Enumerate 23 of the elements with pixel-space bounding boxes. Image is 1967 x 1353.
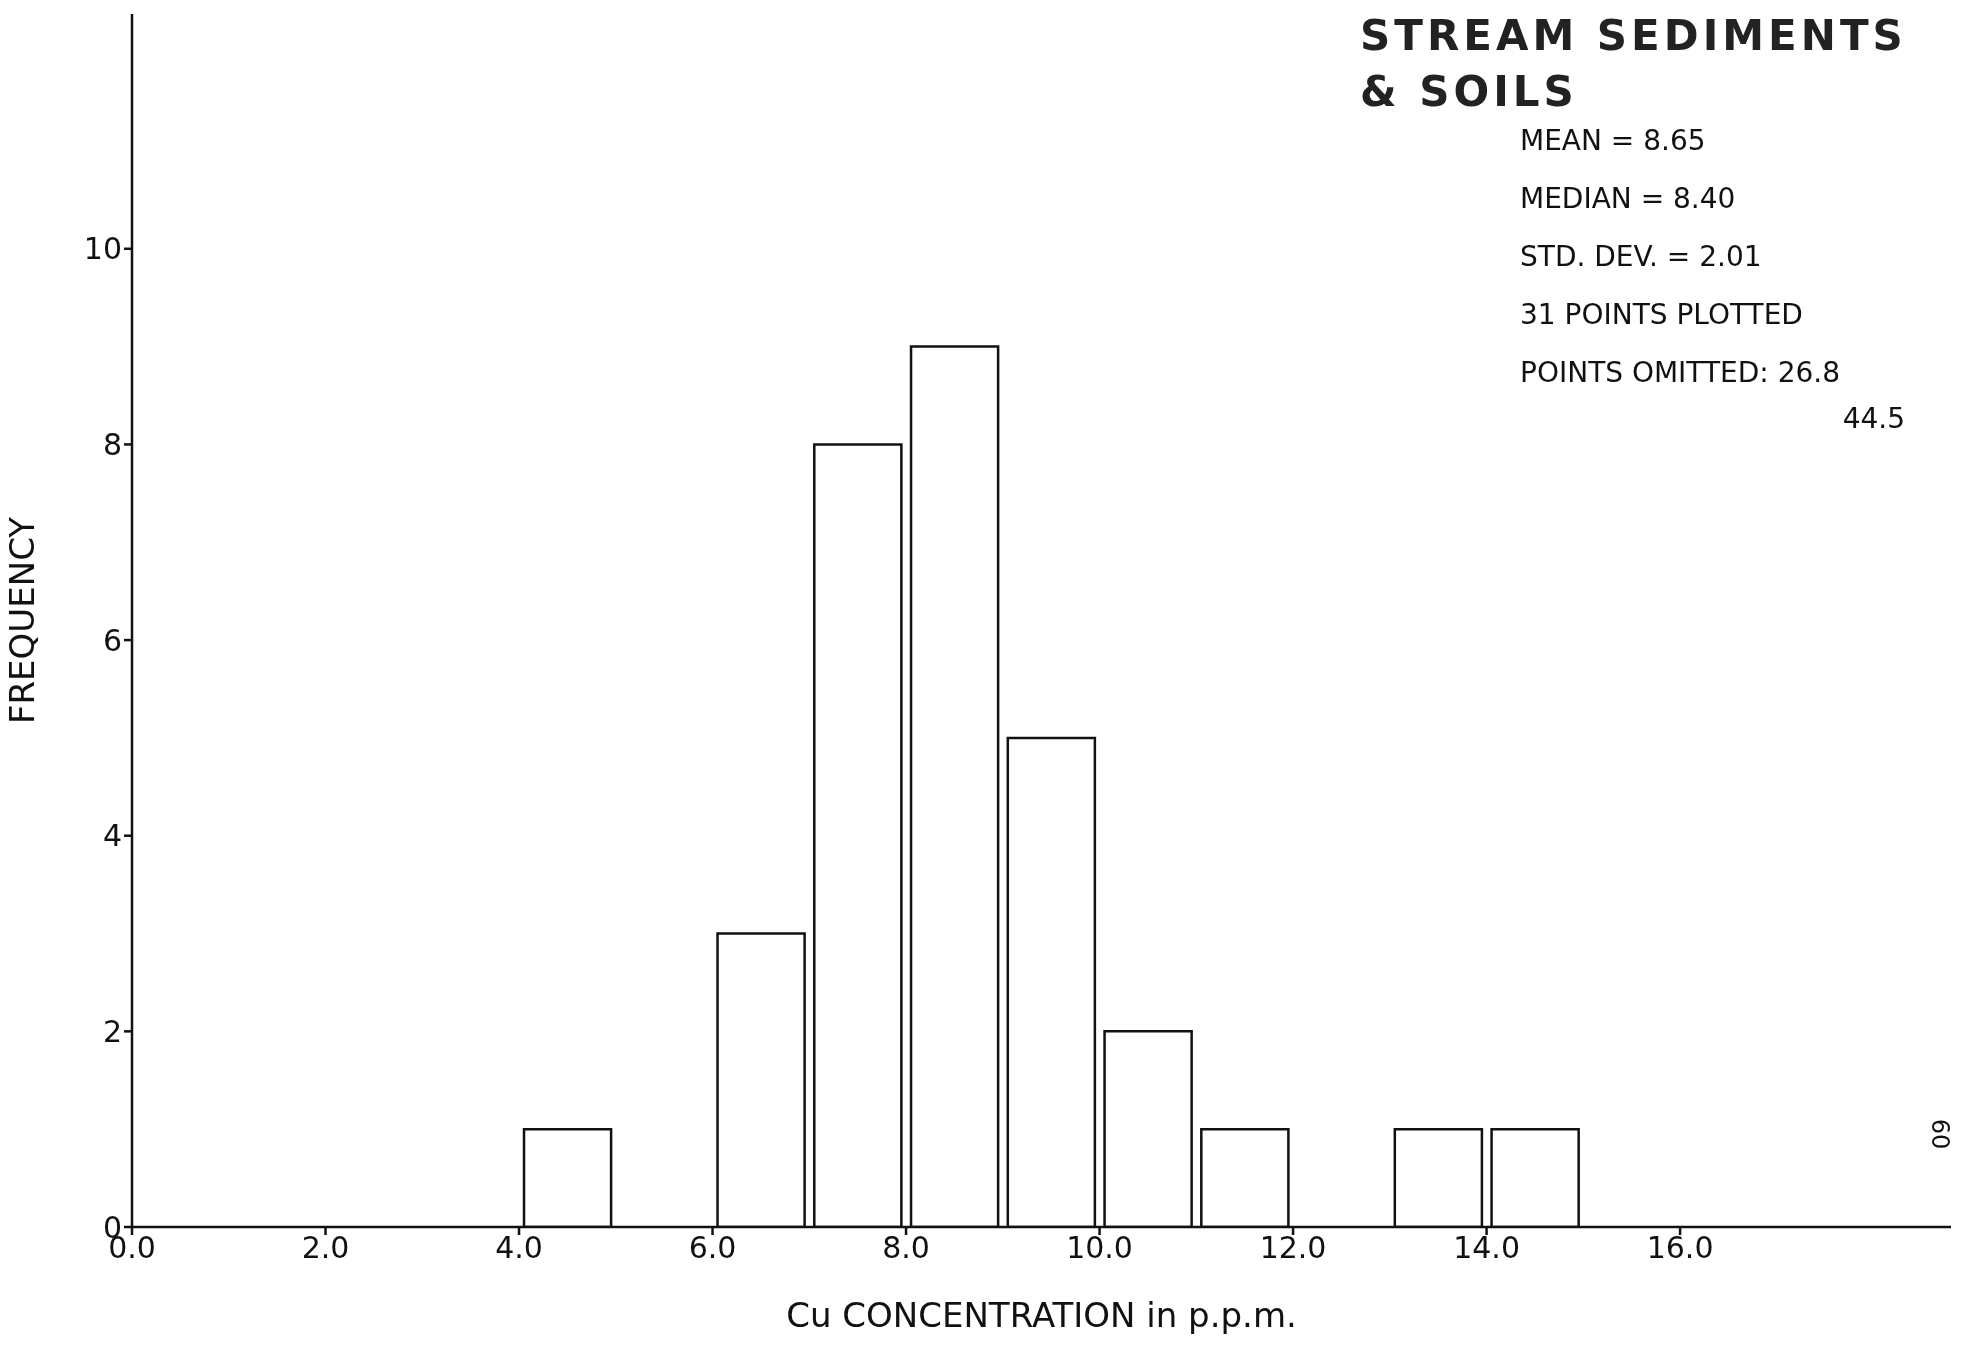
x-tick-label: 14.0 <box>1453 1230 1520 1266</box>
x-tick-label: 10.0 <box>1066 1230 1133 1266</box>
y-tick-label: 4 <box>102 818 122 854</box>
y-tick-label: 8 <box>102 427 122 463</box>
y-tick-label: 2 <box>102 1014 122 1049</box>
annotation: MEAN = 8.65 <box>1520 124 1706 157</box>
x-tick-label: 16.0 <box>1646 1230 1714 1266</box>
x-axis-title: Cu CONCENTRATION in p.p.m. <box>786 1295 1297 1335</box>
x-tick-label: 4.0 <box>495 1230 543 1266</box>
y-axis-title: FREQUENCY <box>2 516 43 725</box>
y-tick-label: 6 <box>102 622 122 658</box>
annotation: MEDIAN = 8.40 <box>1520 181 1737 217</box>
x-tick-label: 8.0 <box>882 1230 930 1266</box>
annotation: STD. DEV. = 2.01 <box>1520 239 1763 275</box>
annotation: 44.5 <box>1841 402 1905 436</box>
y-tick-label: 10 <box>83 231 122 267</box>
x-tick-label: 2.0 <box>301 1230 350 1266</box>
annotation: 31 POINTS PLOTTED <box>1520 297 1804 333</box>
x-tick-label: 6.0 <box>688 1230 737 1266</box>
annotation: POINTS OMITTED: 26.8 <box>1520 355 1841 391</box>
annotation: 60 <box>1926 1118 1955 1150</box>
x-tick-label: 12.0 <box>1259 1230 1327 1266</box>
text: STREAM SEDIMENTS & SOILS <box>1360 10 1908 118</box>
